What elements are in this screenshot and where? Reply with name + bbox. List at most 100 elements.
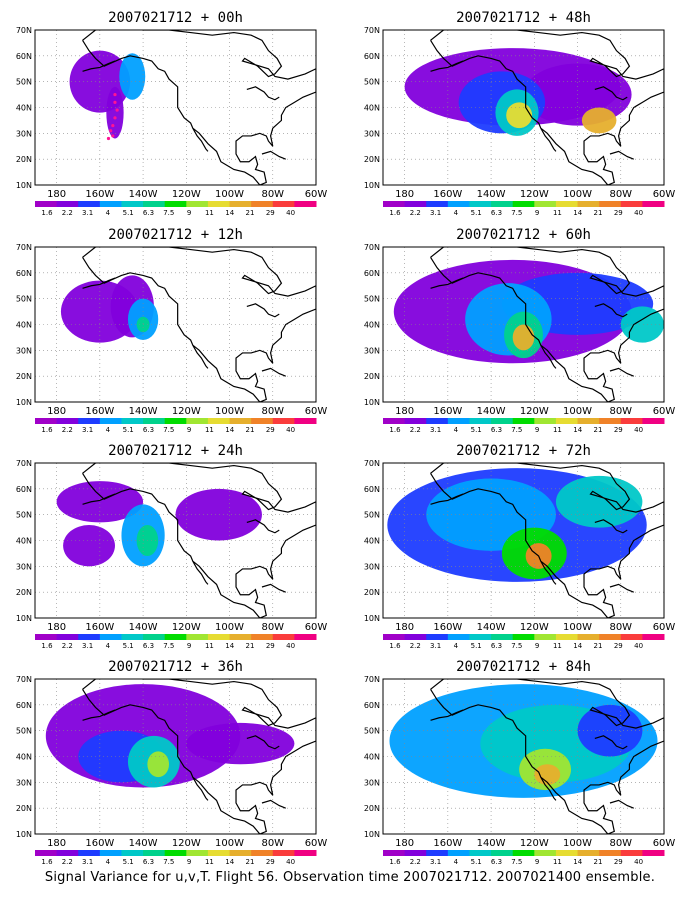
lon-label: 140W (477, 622, 506, 633)
lat-label: 20N (16, 372, 32, 381)
lat-label: 30N (16, 562, 32, 571)
lon-label: 60W (653, 189, 676, 200)
colorbar-label: 5.1 (471, 642, 482, 650)
colorbar-label: 5.1 (123, 642, 134, 650)
coastline (540, 776, 557, 801)
coastline (430, 247, 664, 402)
colorbar-label: 2.2 (410, 426, 421, 434)
lon-label: 80W (609, 189, 632, 200)
lat-label: 10N (16, 398, 32, 407)
colorbar-swatch (469, 850, 492, 856)
lat-label: 30N (16, 778, 32, 787)
lon-label: 160W (85, 838, 114, 849)
map-panel: 2007021712 + 72h 70N 60N 50N 40N 30N 20N 10N 180… (364, 443, 676, 650)
coastline (82, 689, 261, 834)
variance-contour (512, 324, 535, 351)
colorbar-swatch (251, 201, 274, 207)
colorbar-swatch (383, 634, 406, 640)
lon-label: 80W (261, 406, 284, 417)
colorbar-swatch (251, 850, 274, 856)
colorbar-swatch (207, 850, 231, 856)
lat-label: 50N (364, 295, 380, 304)
colorbar-swatch (447, 850, 470, 856)
lon-label: 60W (305, 406, 328, 417)
colorbar-label: 14 (225, 426, 234, 434)
colorbar-label: 7.5 (163, 642, 174, 650)
variance-contour (577, 704, 643, 757)
lat-label: 30N (16, 129, 32, 138)
coastline (594, 86, 628, 101)
colorbar-label: 29 (614, 642, 623, 650)
map-frame (34, 462, 317, 619)
lon-label: 180 (47, 406, 66, 417)
colorbar-swatch (534, 634, 557, 640)
lat-label: 70N (364, 243, 380, 252)
colorbar-swatch (469, 634, 492, 640)
colorbar-label: 4 (454, 642, 459, 650)
colorbar-label: 2.2 (62, 209, 73, 217)
colorbar-label: 14 (573, 642, 582, 650)
colorbar-label: 5.1 (123, 209, 134, 217)
variance-contour (147, 751, 170, 778)
lon-label: 100W (563, 838, 592, 849)
map-frame (382, 246, 665, 403)
map-panel: 2007021712 + 12h 70N 60N 50N 40N 30N 20N 10N 180… (16, 227, 328, 434)
colorbar-swatch (491, 201, 514, 207)
colorbar-swatch (121, 850, 144, 856)
variance-contour (119, 53, 146, 100)
colorbar-swatch (56, 418, 79, 424)
colorbar-label: 40 (286, 642, 295, 650)
colorbar-swatch (620, 201, 643, 207)
colorbar-label: 29 (266, 426, 275, 434)
lat-label: 60N (364, 701, 380, 710)
colorbar-label: 5.1 (471, 426, 482, 434)
colorbar-swatch (229, 850, 252, 856)
lon-label: 180 (395, 406, 414, 417)
colorbar-swatch (642, 850, 665, 856)
coastline (430, 689, 609, 834)
lat-label: 30N (364, 129, 380, 138)
colorbar-swatch (272, 850, 295, 856)
lat-label: 60N (364, 269, 380, 278)
lat-label: 10N (364, 398, 380, 407)
variance-contour (63, 525, 115, 567)
colorbar-label: 7.5 (163, 426, 174, 434)
lat-label: 40N (16, 321, 32, 330)
colorbar-swatch (294, 418, 317, 424)
lat-label: 40N (16, 104, 32, 113)
colorbar-label: 2.2 (410, 209, 421, 217)
colorbar-swatch (620, 850, 643, 856)
colorbar-label: 3.1 (82, 209, 93, 217)
lon-label: 160W (433, 838, 462, 849)
colorbar-swatch (491, 418, 514, 424)
colorbar-label: 3.1 (82, 642, 93, 650)
colorbar-swatch (99, 634, 122, 640)
observation-marker (109, 129, 113, 133)
colorbar-label: 40 (634, 642, 643, 650)
colorbar-label: 9 (535, 642, 539, 650)
colorbar-label: 1.6 (41, 426, 53, 434)
map-frame (34, 29, 317, 186)
colorbar-swatch (207, 634, 231, 640)
colorbar-swatch (143, 850, 166, 856)
colorbar-label: 40 (634, 209, 643, 217)
variance-contour (506, 102, 533, 129)
colorbar-label: 21 (594, 858, 603, 866)
colorbar-swatch (207, 418, 231, 424)
lat-label: 50N (16, 295, 32, 304)
lon-label: 80W (261, 622, 284, 633)
colorbar-label: 11 (205, 426, 214, 434)
coastline (430, 493, 464, 505)
variance-contour (555, 475, 643, 528)
colorbar-swatch (251, 418, 274, 424)
colorbar-swatch (229, 634, 252, 640)
colorbar-label: 21 (594, 209, 603, 217)
lat-label: 70N (16, 243, 32, 252)
colorbar-label: 6.3 (143, 642, 154, 650)
lat-label: 70N (16, 26, 32, 35)
coastline (609, 799, 634, 809)
colorbar-swatch (207, 201, 231, 207)
lat-label: 20N (364, 155, 380, 164)
colorbar-swatch (294, 850, 317, 856)
coastline (246, 735, 280, 750)
